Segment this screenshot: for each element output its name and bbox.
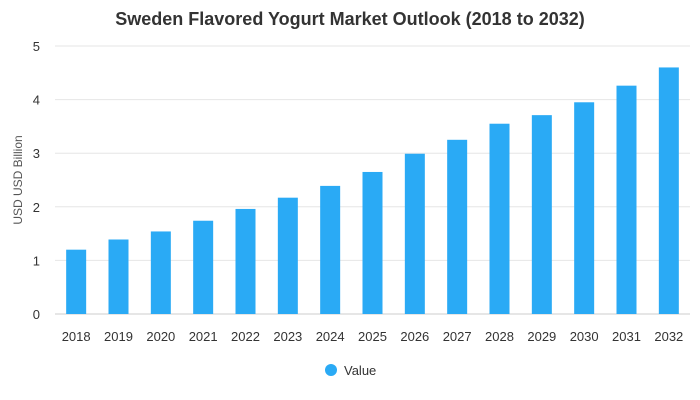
y-tick-label: 1 [33,253,40,268]
x-tick-label: 2028 [485,329,514,344]
bar-2032[interactable] [658,67,679,314]
bar-2027[interactable] [447,139,468,314]
bar-2025[interactable] [362,171,383,314]
x-tick-label: 2027 [443,329,472,344]
x-tick-label: 2018 [62,329,91,344]
x-axis-ticks: 2018 2019 2020 2021 2022 2023 2024 2025 2026 2027… [62,329,684,344]
bar-2029[interactable] [531,115,552,314]
bar-2031[interactable] [616,85,637,314]
x-tick-label: 2019 [104,329,133,344]
chart-title: Sweden Flavored Yogurt Market Outlook (2… [115,9,584,29]
x-tick-label: 2023 [273,329,302,344]
bar-2023[interactable] [277,197,298,314]
y-axis-ticks: 0 1 2 3 4 5 [33,39,40,322]
bar-2019[interactable] [108,239,129,314]
x-tick-label: 2025 [358,329,387,344]
x-tick-label: 2021 [189,329,218,344]
bar-2018[interactable] [66,249,87,314]
x-tick-label: 2026 [400,329,429,344]
bar-2024[interactable] [320,185,341,314]
x-tick-label: 2020 [146,329,175,344]
x-tick-label: 2031 [612,329,641,344]
x-tick-label: 2022 [231,329,260,344]
bar-2028[interactable] [489,123,510,314]
y-tick-label: 5 [33,39,40,54]
y-tick-label: 2 [33,200,40,215]
y-tick-label: 0 [33,307,40,322]
legend[interactable]: Value [325,363,376,378]
bars [66,67,679,314]
y-tick-label: 3 [33,146,40,161]
bar-2021[interactable] [193,220,214,314]
y-axis-label: USD USD Billion [11,135,25,224]
legend-label-value: Value [344,363,376,378]
x-tick-label: 2029 [527,329,556,344]
bar-2020[interactable] [150,231,171,314]
legend-swatch-value [325,364,337,376]
x-tick-label: 2024 [316,329,345,344]
bar-2022[interactable] [235,208,256,314]
bar-2030[interactable] [574,102,595,314]
x-tick-label: 2032 [654,329,683,344]
x-tick-label: 2030 [570,329,599,344]
y-tick-label: 4 [33,93,40,108]
bar-2026[interactable] [404,153,425,314]
